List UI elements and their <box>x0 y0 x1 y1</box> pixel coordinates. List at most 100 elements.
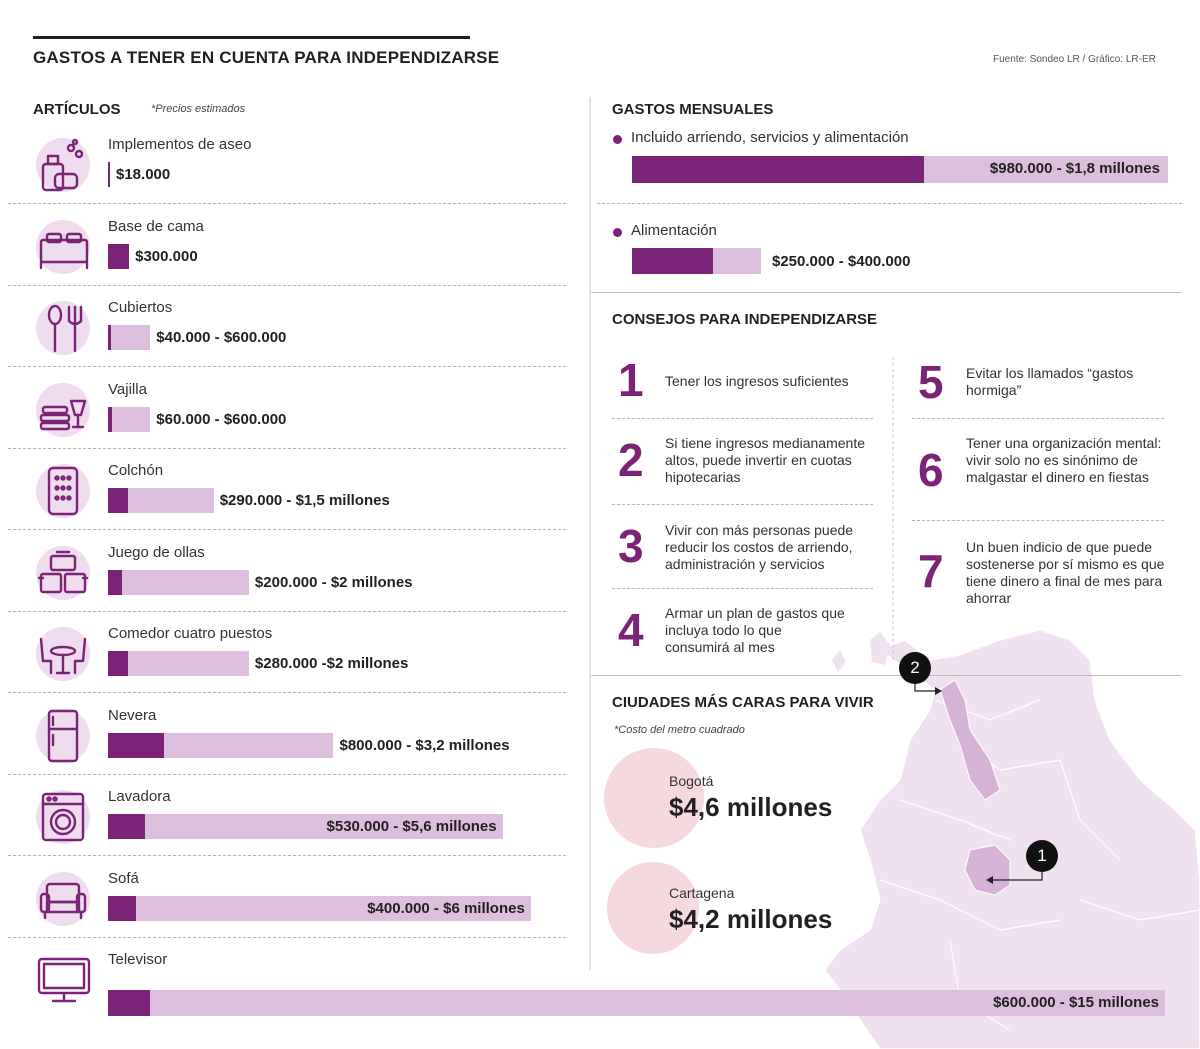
item-value: $60.000 - $600.000 <box>156 410 287 428</box>
bar-min <box>108 732 165 758</box>
map-marker-2: 2 <box>899 652 931 684</box>
tips-title: CONSEJOS PARA INDEPENDIZARSE <box>612 311 878 328</box>
island-shape <box>832 650 846 672</box>
item-label: Nevera <box>108 706 157 724</box>
section-divider <box>591 292 1182 293</box>
tip-text-4: Armar un plan de gastos que incluya todo… <box>665 605 845 655</box>
item-value: $280.000 -$2 millones <box>254 655 409 672</box>
item-label: Cubiertos <box>108 299 173 316</box>
divider <box>612 588 873 589</box>
bar-min <box>108 325 111 350</box>
colombia-map-shape <box>824 629 1200 1049</box>
tip-number-7: 7 <box>918 545 944 597</box>
sofa-icon <box>35 870 93 928</box>
monthly-label-1: Incluido arriendo, servicios y alimentac… <box>631 129 909 146</box>
bar-min <box>108 814 146 839</box>
divider <box>8 855 566 856</box>
bar-range <box>108 325 151 350</box>
monthly-title: GASTOS MENSUALES <box>612 101 774 118</box>
monthly-bar-fg-1 <box>632 156 924 183</box>
bar-range <box>108 651 249 676</box>
item-label: Sofá <box>108 869 139 887</box>
arrow-2-line <box>914 684 938 692</box>
map-internal-border <box>879 699 1200 1031</box>
monthly-label-2: Alimentación <box>631 222 717 239</box>
city-value-1: $4,6 millones <box>669 792 833 822</box>
divider <box>612 504 873 505</box>
city-circle <box>604 748 704 848</box>
bar-min <box>108 990 151 1016</box>
bar-range <box>108 990 1165 1016</box>
item-label: Colchón <box>108 462 164 479</box>
divider <box>8 529 566 530</box>
bed-icon <box>35 218 93 276</box>
fridge-icon <box>35 707 93 765</box>
city-value-2: $4,2 millones <box>669 904 833 934</box>
cleaning-supplies-icon <box>35 136 93 194</box>
pots-icon <box>35 544 93 602</box>
divider <box>912 418 1164 419</box>
bar-min <box>108 651 128 676</box>
bullet <box>613 135 622 144</box>
mattress-icon <box>35 462 93 520</box>
cartagena-region <box>939 679 1001 801</box>
item-value: $600.000 - $15 millones <box>993 994 1159 1011</box>
item-label: Comedor cuatro puestos <box>108 625 273 642</box>
tip-text-7: Un buen indicio de que puede sostenerse … <box>966 539 1165 606</box>
item-value: $18.000 <box>116 166 171 183</box>
item-value: $40.000 - $600.000 <box>156 329 287 346</box>
divider <box>8 203 566 204</box>
bar-min <box>108 488 129 513</box>
section-divider <box>591 675 1182 676</box>
bar-range <box>108 569 249 595</box>
bar-range <box>108 814 503 839</box>
page-title: GASTOS A TENER EN CUENTA PARA INDEPENDIZ… <box>33 48 500 67</box>
tip-number-6: 6 <box>918 444 944 496</box>
monthly-value-2: $250.000 - $400.000 <box>772 253 911 270</box>
divider <box>8 773 566 775</box>
city-name-1: Bogotá <box>669 773 714 789</box>
cities-note: *Costo del metro cuadrado <box>614 724 745 736</box>
articulos-note: *Precios estimados <box>151 103 246 115</box>
dishes-icon <box>35 381 93 439</box>
island-shape <box>870 632 890 665</box>
tip-number-4: 4 <box>618 604 644 656</box>
bar-range <box>108 895 531 921</box>
bar-min <box>108 895 137 921</box>
arrow-2-head <box>935 687 942 695</box>
city-name-2: Cartagena <box>669 885 735 901</box>
tip-number-1: 1 <box>618 354 644 406</box>
item-value: $530.000 - $5,6 millones <box>326 818 497 835</box>
bar-range <box>108 406 151 432</box>
source-note: Fuente: Sondeo LR / Gráfico: LR-ER <box>993 54 1156 65</box>
map-marker-1: 1 <box>1026 840 1058 872</box>
tip-text-2: Si tiene ingresos medianamente altos, pu… <box>665 435 866 485</box>
divider <box>912 520 1164 521</box>
item-value: $300.000 <box>135 247 198 265</box>
item-label: Televisor <box>108 951 168 968</box>
tip-text-6: Tener una organización mental: vivir sol… <box>966 435 1162 485</box>
cities-title: CIUDADES MÁS CARAS PARA VIVIR <box>612 694 874 711</box>
dining-table-icon <box>35 625 93 683</box>
tip-number-5: 5 <box>918 356 944 408</box>
bullet <box>613 228 622 237</box>
divider <box>8 284 566 286</box>
arrow-1-line <box>992 870 1043 881</box>
monthly-value-1: $980.000 - $1,8 millones <box>989 160 1160 177</box>
item-label: Base de cama <box>108 217 204 235</box>
divider <box>8 447 566 449</box>
top-rule <box>33 36 470 39</box>
item-label: Implementos de aseo <box>108 136 252 153</box>
item-label: Lavadora <box>108 788 171 805</box>
tip-text-1: Tener los ingresos suficientes <box>665 373 849 389</box>
item-value: $800.000 - $3,2 millones <box>339 736 510 754</box>
cutlery-icon <box>35 299 93 357</box>
item-label: Vajilla <box>108 380 147 398</box>
bar-min <box>108 243 130 269</box>
item-value: $200.000 - $2 millones <box>254 573 413 591</box>
bar-min <box>108 162 110 187</box>
tip-number-2: 2 <box>618 434 644 486</box>
divider <box>597 203 1182 204</box>
bogota-region <box>964 844 1011 896</box>
